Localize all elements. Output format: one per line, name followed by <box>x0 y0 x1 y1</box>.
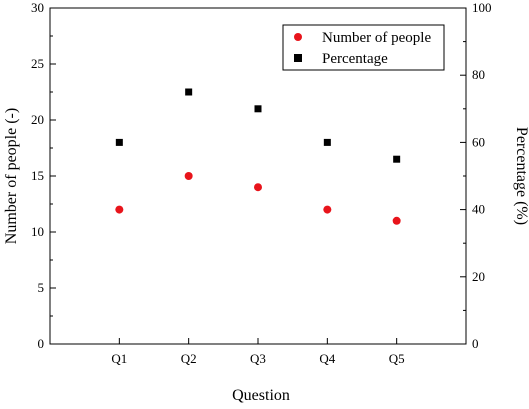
point-percentage <box>254 105 262 113</box>
right-y-tick-label: 60 <box>472 134 485 149</box>
x-tick-label: Q3 <box>250 351 266 366</box>
point-number-of-people <box>323 205 332 214</box>
x-tick-label: Q5 <box>389 351 405 366</box>
left-y-tick-label: 25 <box>31 56 44 71</box>
left-y-tick-label: 10 <box>31 224 44 239</box>
point-number-of-people <box>254 183 262 192</box>
right-y-tick-label: 100 <box>472 0 492 15</box>
point-number-of-people <box>115 205 124 214</box>
left-y-tick-label: 5 <box>38 280 45 295</box>
right-y-tick-label: 40 <box>472 202 485 217</box>
left-y-tick-label: 0 <box>38 336 45 351</box>
point-percentage <box>185 88 193 96</box>
point-number-of-people <box>184 172 193 180</box>
point-percentage <box>393 155 401 163</box>
right-y-tick-label: 20 <box>472 269 485 284</box>
x-tick-label: Q1 <box>111 351 127 366</box>
x-axis-title: Question <box>232 387 290 404</box>
ticks: 0 5 10 15 20 25 30 0 20 40 60 80 100 Q1 Q2 Q3 Q4 Q5 <box>31 0 492 366</box>
point-percentage <box>323 138 331 146</box>
x-tick-label: Q4 <box>319 351 335 366</box>
right-y-axis-title: Percentage (%) <box>513 127 529 225</box>
legend-marker-number-of-people <box>294 33 302 41</box>
legend: Number of people Percentage <box>282 24 445 71</box>
right-y-tick-label: 0 <box>472 336 479 351</box>
right-y-tick-label: 80 <box>472 67 485 82</box>
left-y-tick-label: 30 <box>31 0 44 15</box>
point-number-of-people <box>392 216 401 225</box>
legend-marker-percentage <box>294 54 302 62</box>
point-percentage <box>115 138 123 146</box>
data-marks <box>115 88 401 225</box>
x-tick-label: Q2 <box>181 351 197 366</box>
legend-box <box>282 24 445 71</box>
legend-label-number-of-people: Number of people <box>322 30 431 46</box>
legend-label-percentage: Percentage <box>322 51 388 67</box>
left-y-tick-label: 15 <box>31 168 44 183</box>
left-y-axis-title: Number of people (-) <box>3 108 20 244</box>
left-y-tick-label: 20 <box>31 112 44 127</box>
